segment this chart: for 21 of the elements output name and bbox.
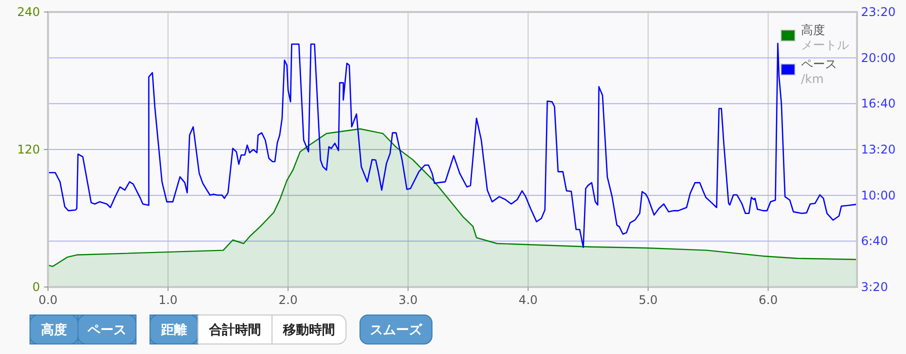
y-tick-label: 240 xyxy=(17,5,40,19)
annotation: /km xyxy=(801,72,824,86)
y-tick-label: 120 xyxy=(17,142,40,156)
x-tick-label: 2.0 xyxy=(278,293,298,307)
y2-tick-label: 3:20 xyxy=(861,280,888,294)
legend-label: 高度 xyxy=(801,23,825,37)
y-tick-label: 0 xyxy=(32,280,40,294)
y2-tick-label: 10:00 xyxy=(861,188,896,202)
y2-tick-label: 20:00 xyxy=(861,50,896,65)
y2-tick-label: 23:20 xyxy=(861,5,896,19)
x-tick-label: 5.0 xyxy=(638,293,658,307)
y2-tick-label: 16:40 xyxy=(861,96,896,111)
y2-tick-label: 6:40 xyxy=(861,234,888,248)
annotation: メートル xyxy=(801,38,849,52)
legend-label: ペース xyxy=(801,57,837,71)
y2-tick-label: 13:20 xyxy=(861,142,896,156)
x-tick-label: 1.0 xyxy=(158,293,178,307)
x-tick-label: 6.0 xyxy=(758,293,778,307)
x-tick-label: 0.0 xyxy=(38,293,58,307)
x-tick-label: 4.0 xyxy=(518,293,538,307)
x-tick-label: 3.0 xyxy=(398,293,418,307)
